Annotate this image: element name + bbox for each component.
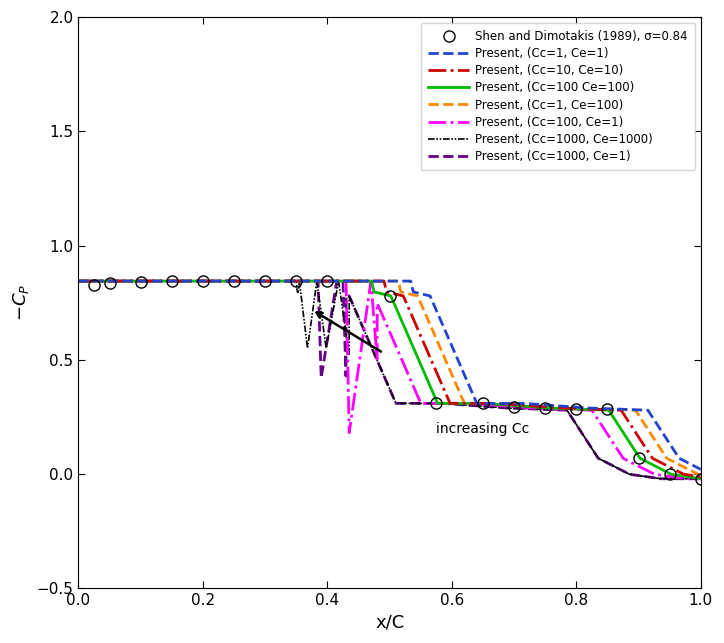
Present, (Cc=1, Ce=100) <box>74 277 83 285</box>
Y-axis label: $-C_P$: $-C_P$ <box>11 284 31 322</box>
Present, (Cc=100, Ce=1) <box>586 406 594 414</box>
Present, (Cc=1000, Ce=1000) <box>447 400 456 408</box>
Shen and Dimotakis (1989), σ=0.84 <box>665 470 674 478</box>
Shen and Dimotakis (1989), σ=0.84 <box>230 277 238 285</box>
Legend: Shen and Dimotakis (1989), σ=0.84, Present, (Cc=1, Ce=1), Present, (Cc=10, Ce=10: Shen and Dimotakis (1989), σ=0.84, Prese… <box>421 23 695 170</box>
Present, (Cc=1000, Ce=1) <box>447 400 456 408</box>
Shen and Dimotakis (1989), σ=0.84 <box>479 399 487 407</box>
Present, (Cc=1, Ce=100) <box>447 370 456 378</box>
Present, (Cc=10, Ce=10) <box>696 473 705 480</box>
Present, (Cc=100, Ce=1) <box>681 475 690 483</box>
Present, (Cc=100 Ce=100) <box>539 404 547 412</box>
Shen and Dimotakis (1989), σ=0.84 <box>167 277 176 285</box>
Present, (Cc=1000, Ce=1) <box>187 277 195 285</box>
Present, (Cc=1000, Ce=1) <box>479 403 487 410</box>
X-axis label: x/C: x/C <box>375 614 404 632</box>
Present, (Cc=1000, Ce=1000) <box>187 277 195 285</box>
Present, (Cc=1000, Ce=1000) <box>479 403 487 410</box>
Present, (Cc=1, Ce=1) <box>187 277 195 285</box>
Present, (Cc=1, Ce=100) <box>479 399 487 407</box>
Line: Present, (Cc=100 Ce=100): Present, (Cc=100 Ce=100) <box>78 281 701 478</box>
Line: Present, (Cc=100, Ce=1): Present, (Cc=100, Ce=1) <box>78 281 701 479</box>
Present, (Cc=1000, Ce=1000) <box>74 277 83 285</box>
Shen and Dimotakis (1989), σ=0.84 <box>541 404 550 412</box>
Shen and Dimotakis (1989), σ=0.84 <box>105 280 114 287</box>
Present, (Cc=1000, Ce=1) <box>586 442 594 449</box>
Present, (Cc=1, Ce=100) <box>586 404 594 412</box>
Line: Present, (Cc=1000, Ce=1): Present, (Cc=1000, Ce=1) <box>78 281 701 479</box>
Present, (Cc=100 Ce=100) <box>696 475 705 482</box>
Line: Present, (Cc=10, Ce=10): Present, (Cc=10, Ce=10) <box>78 281 701 476</box>
Present, (Cc=1, Ce=100) <box>312 277 321 285</box>
Present, (Cc=10, Ce=10) <box>447 399 456 407</box>
Present, (Cc=1, Ce=1) <box>479 399 487 407</box>
Present, (Cc=1, Ce=1) <box>447 342 456 350</box>
Present, (Cc=10, Ce=10) <box>586 405 594 413</box>
Present, (Cc=1, Ce=1) <box>539 401 547 409</box>
Present, (Cc=1000, Ce=1) <box>696 475 705 483</box>
Shen and Dimotakis (1989), σ=0.84 <box>432 399 441 407</box>
Present, (Cc=10, Ce=10) <box>479 399 487 407</box>
Shen and Dimotakis (1989), σ=0.84 <box>634 455 643 462</box>
Present, (Cc=100, Ce=1) <box>479 401 487 408</box>
Line: Shen and Dimotakis (1989), σ=0.84: Shen and Dimotakis (1989), σ=0.84 <box>88 275 707 484</box>
Present, (Cc=100 Ce=100) <box>586 406 594 413</box>
Present, (Cc=1000, Ce=1) <box>656 475 665 483</box>
Present, (Cc=100 Ce=100) <box>312 277 321 285</box>
Line: Present, (Cc=1, Ce=100): Present, (Cc=1, Ce=100) <box>78 281 701 475</box>
Present, (Cc=1000, Ce=1) <box>312 277 321 285</box>
Shen and Dimotakis (1989), σ=0.84 <box>696 475 705 483</box>
Present, (Cc=1, Ce=100) <box>696 471 705 478</box>
Present, (Cc=10, Ce=10) <box>312 277 321 285</box>
Shen and Dimotakis (1989), σ=0.84 <box>136 278 145 286</box>
Shen and Dimotakis (1989), σ=0.84 <box>90 280 98 288</box>
Present, (Cc=10, Ce=10) <box>74 277 83 285</box>
Line: Present, (Cc=1, Ce=1): Present, (Cc=1, Ce=1) <box>78 281 701 469</box>
Present, (Cc=1, Ce=100) <box>539 402 547 410</box>
Present, (Cc=10, Ce=10) <box>187 277 195 285</box>
Present, (Cc=1000, Ce=1) <box>74 277 83 285</box>
Present, (Cc=1, Ce=1) <box>696 466 705 473</box>
Present, (Cc=100 Ce=100) <box>447 399 456 407</box>
Shen and Dimotakis (1989), σ=0.84 <box>385 292 394 300</box>
Present, (Cc=100, Ce=1) <box>74 277 83 285</box>
Present, (Cc=100, Ce=1) <box>187 277 195 285</box>
Present, (Cc=100, Ce=1) <box>447 399 456 407</box>
Present, (Cc=1, Ce=1) <box>312 277 321 285</box>
Present, (Cc=1, Ce=100) <box>187 277 195 285</box>
Shen and Dimotakis (1989), σ=0.84 <box>510 403 518 411</box>
Shen and Dimotakis (1989), σ=0.84 <box>198 277 207 285</box>
Shen and Dimotakis (1989), σ=0.84 <box>572 405 581 413</box>
Present, (Cc=1000, Ce=1000) <box>586 442 594 449</box>
Present, (Cc=1000, Ce=1000) <box>696 475 705 483</box>
Present, (Cc=100, Ce=1) <box>312 277 321 285</box>
Present, (Cc=100 Ce=100) <box>74 277 83 285</box>
Present, (Cc=1, Ce=1) <box>74 277 83 285</box>
Present, (Cc=1000, Ce=1) <box>539 406 547 413</box>
Present, (Cc=1000, Ce=1000) <box>656 475 665 483</box>
Line: Present, (Cc=1000, Ce=1000): Present, (Cc=1000, Ce=1000) <box>78 281 701 479</box>
Shen and Dimotakis (1989), σ=0.84 <box>261 277 269 285</box>
Shen and Dimotakis (1989), σ=0.84 <box>292 277 300 285</box>
Present, (Cc=100 Ce=100) <box>187 277 195 285</box>
Present, (Cc=10, Ce=10) <box>539 403 547 411</box>
Present, (Cc=100 Ce=100) <box>479 399 487 407</box>
Shen and Dimotakis (1989), σ=0.84 <box>603 405 612 413</box>
Shen and Dimotakis (1989), σ=0.84 <box>323 277 332 285</box>
Text: increasing Cc: increasing Cc <box>437 422 529 436</box>
Present, (Cc=1, Ce=1) <box>586 404 594 412</box>
Present, (Cc=100, Ce=1) <box>696 475 705 483</box>
Present, (Cc=1000, Ce=1000) <box>539 406 547 413</box>
Present, (Cc=100, Ce=1) <box>539 404 547 412</box>
Present, (Cc=1000, Ce=1000) <box>312 282 321 289</box>
